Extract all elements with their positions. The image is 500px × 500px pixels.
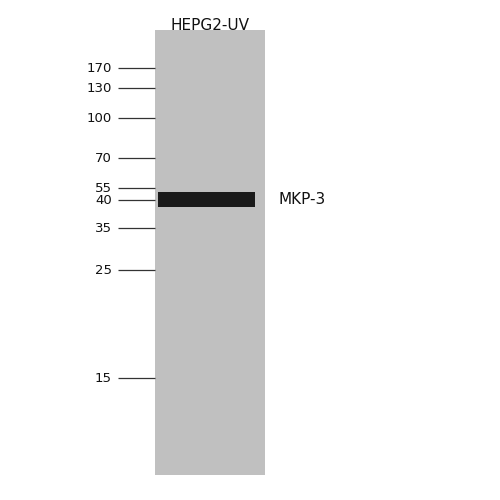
Text: 35: 35	[95, 222, 112, 234]
Text: 40: 40	[95, 194, 112, 206]
Text: 70: 70	[95, 152, 112, 164]
Text: 55: 55	[95, 182, 112, 194]
Text: 15: 15	[95, 372, 112, 384]
Text: 25: 25	[95, 264, 112, 276]
Bar	[158, 192, 255, 207]
Text: 170: 170	[86, 62, 112, 74]
Text: 130: 130	[86, 82, 112, 94]
Text: 100: 100	[87, 112, 112, 124]
Bar	[155, 30, 265, 475]
Text: MKP-3: MKP-3	[278, 192, 325, 208]
Text: HEPG2-UV: HEPG2-UV	[170, 18, 250, 33]
